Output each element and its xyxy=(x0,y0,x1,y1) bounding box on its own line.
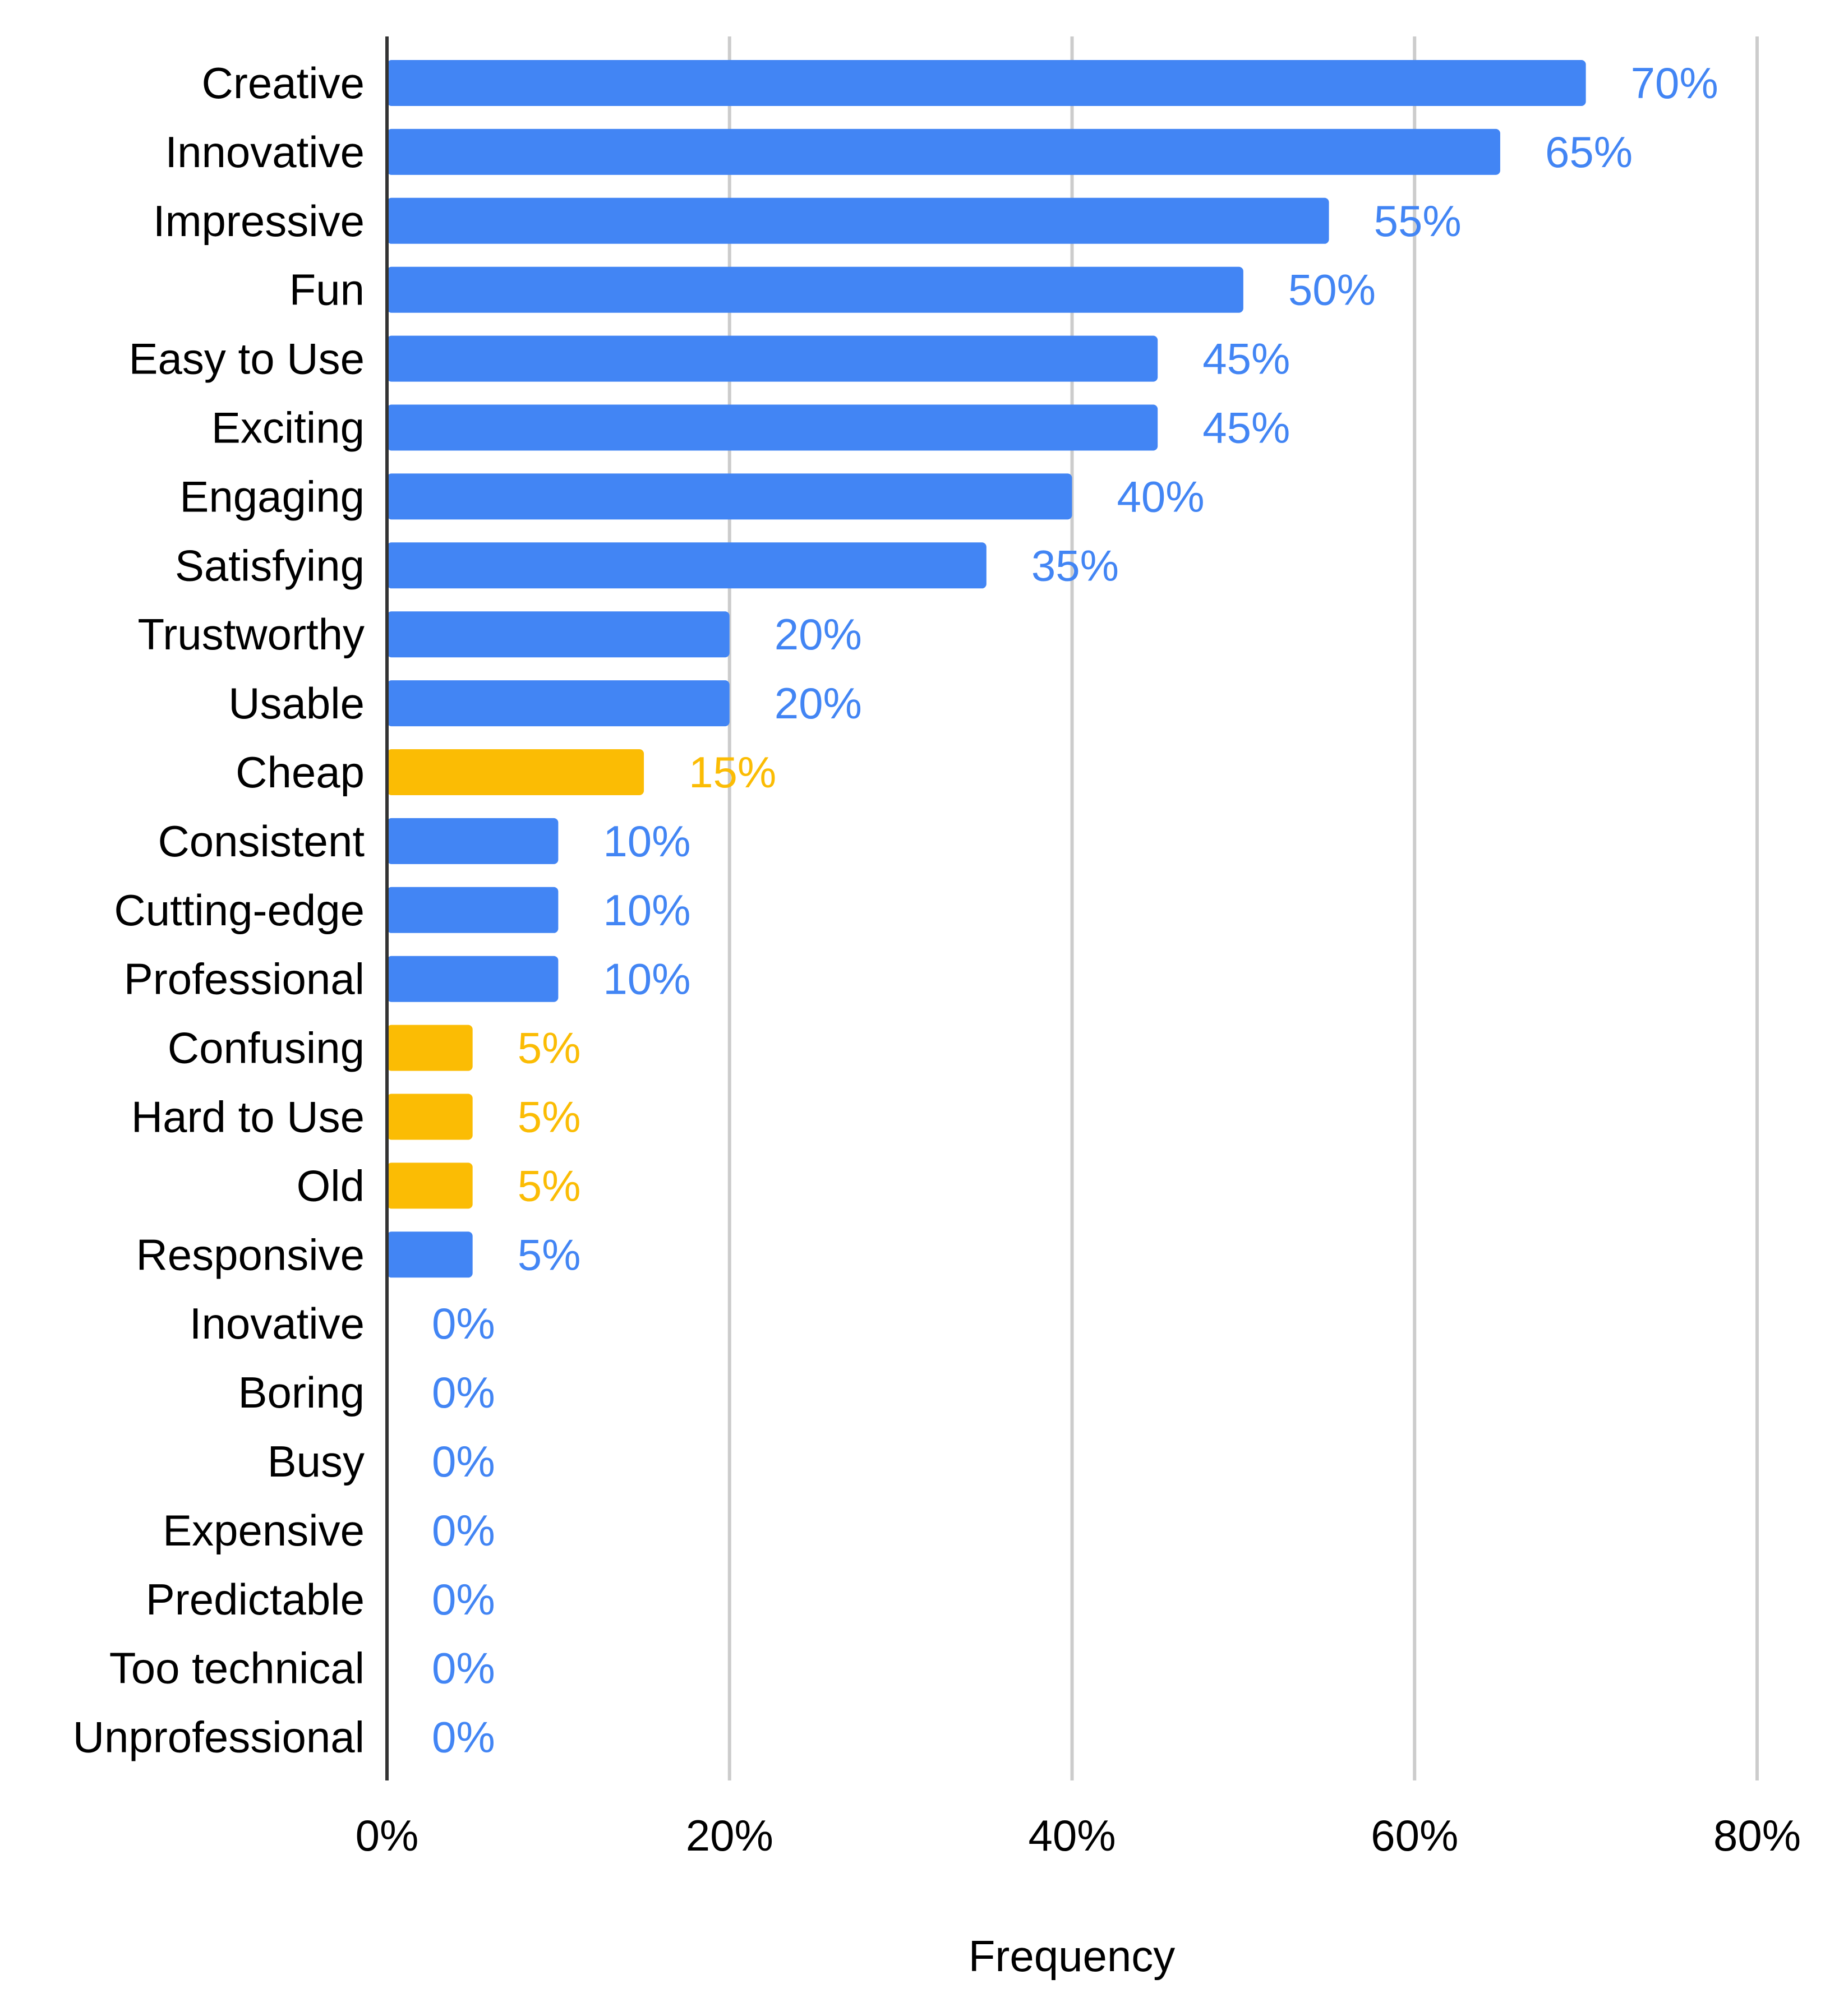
bar xyxy=(387,680,730,727)
bar xyxy=(387,1094,473,1140)
category-label: Usable xyxy=(228,679,365,728)
category-label: Trustworthy xyxy=(137,610,365,659)
data-label: 0% xyxy=(432,1299,495,1348)
data-label: 0% xyxy=(432,1368,495,1417)
bar xyxy=(387,542,987,589)
data-label: 10% xyxy=(603,885,690,935)
bar xyxy=(387,60,1586,106)
bar xyxy=(387,1231,473,1278)
grid-lines xyxy=(727,36,1759,1780)
x-tick-label: 60% xyxy=(1371,1811,1458,1860)
data-label: 10% xyxy=(603,816,690,866)
category-label: Responsive xyxy=(136,1230,365,1279)
category-label: Too technical xyxy=(109,1644,365,1693)
data-label: 0% xyxy=(432,1437,495,1486)
data-label: 15% xyxy=(689,748,776,797)
data-label: 0% xyxy=(432,1506,495,1555)
bar xyxy=(387,1162,473,1209)
category-label: Predictable xyxy=(146,1575,365,1624)
data-label: 50% xyxy=(1288,265,1376,315)
category-label: Boring xyxy=(238,1368,365,1417)
data-label: 45% xyxy=(1202,334,1290,384)
data-label: 65% xyxy=(1545,127,1633,177)
category-label: Cutting-edge xyxy=(114,885,365,935)
category-label: Unprofessional xyxy=(73,1713,365,1762)
data-label: 0% xyxy=(432,1644,495,1693)
category-label: Hard to Use xyxy=(131,1092,365,1142)
bar xyxy=(387,128,1500,175)
category-label: Busy xyxy=(268,1437,365,1486)
category-label: Confusing xyxy=(168,1023,365,1073)
category-label: Engaging xyxy=(179,472,365,521)
data-label: 20% xyxy=(775,679,862,728)
x-tick-label: 0% xyxy=(356,1811,419,1860)
bars xyxy=(387,60,1586,1278)
bar xyxy=(387,473,1072,520)
x-tick-label: 20% xyxy=(686,1811,773,1860)
data-label: 0% xyxy=(432,1575,495,1624)
data-label: 35% xyxy=(1031,541,1119,590)
data-label: 70% xyxy=(1631,58,1718,108)
bar xyxy=(387,818,559,864)
bar xyxy=(387,335,1158,382)
bar xyxy=(387,887,559,933)
bar xyxy=(387,266,1243,313)
category-label: Satisfying xyxy=(175,541,365,590)
category-label: Easy to Use xyxy=(128,334,365,384)
data-label: 5% xyxy=(518,1230,581,1279)
category-label: Old xyxy=(297,1161,365,1210)
category-label: Fun xyxy=(289,265,365,315)
category-label: Cheap xyxy=(236,748,365,797)
category-label: Exciting xyxy=(211,403,365,453)
bar xyxy=(387,1025,473,1071)
bar xyxy=(387,956,559,1002)
x-tick-label: 40% xyxy=(1028,1811,1116,1860)
data-label: 0% xyxy=(432,1713,495,1762)
labels: 0% 20% 40% 60% 80% Creative 70% Innovative 65% Im… xyxy=(73,58,1801,1860)
data-label: 5% xyxy=(518,1023,581,1073)
data-label: 10% xyxy=(603,954,690,1004)
data-label: 20% xyxy=(775,610,862,659)
category-label: Innovative xyxy=(165,127,365,177)
data-label: 5% xyxy=(518,1161,581,1210)
category-label: Impressive xyxy=(153,196,365,246)
category-label: Inovative xyxy=(190,1299,365,1348)
bar xyxy=(387,197,1329,244)
x-axis-title: Frequency xyxy=(969,1931,1176,1981)
bar xyxy=(387,404,1158,451)
data-label: 55% xyxy=(1374,196,1462,246)
x-tick-label: 80% xyxy=(1713,1811,1801,1860)
category-label: Expensive xyxy=(163,1506,365,1555)
data-label: 5% xyxy=(518,1092,581,1142)
bar xyxy=(387,611,730,658)
category-label: Professional xyxy=(124,954,365,1004)
bar xyxy=(387,749,644,795)
data-label: 40% xyxy=(1117,472,1205,521)
category-label: Consistent xyxy=(158,816,365,866)
category-label: Creative xyxy=(202,58,365,108)
data-label: 45% xyxy=(1202,403,1290,453)
